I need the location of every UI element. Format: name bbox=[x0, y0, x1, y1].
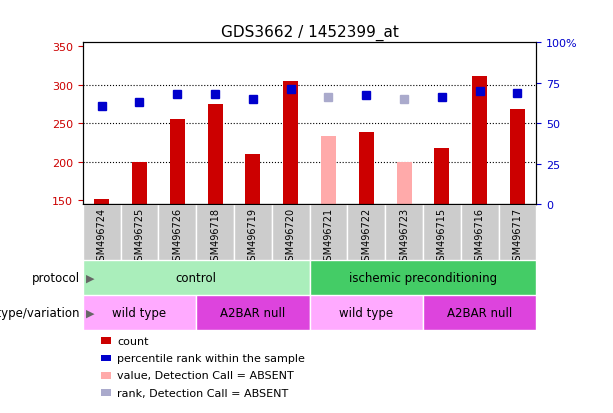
Bar bbox=[83, 295, 196, 330]
Bar bbox=[196, 295, 310, 330]
Bar bbox=[423, 204, 461, 260]
Text: GSM496716: GSM496716 bbox=[474, 207, 485, 266]
Bar bbox=[158, 204, 196, 260]
Bar bbox=[359, 133, 374, 204]
Bar bbox=[510, 110, 525, 204]
Text: GSM496724: GSM496724 bbox=[97, 207, 107, 266]
Bar bbox=[283, 82, 299, 204]
Text: GSM496721: GSM496721 bbox=[324, 207, 333, 266]
Bar bbox=[310, 260, 536, 295]
Bar bbox=[310, 295, 423, 330]
Bar bbox=[245, 154, 261, 204]
Text: GSM496719: GSM496719 bbox=[248, 207, 258, 266]
Text: genotype/variation: genotype/variation bbox=[0, 306, 80, 319]
Text: value, Detection Call = ABSENT: value, Detection Call = ABSENT bbox=[117, 370, 294, 380]
Text: ischemic preconditioning: ischemic preconditioning bbox=[349, 271, 497, 284]
Bar bbox=[170, 120, 185, 204]
Text: ▶: ▶ bbox=[86, 308, 94, 318]
Bar bbox=[83, 260, 310, 295]
Text: GSM496726: GSM496726 bbox=[172, 207, 182, 266]
Bar bbox=[196, 204, 234, 260]
Bar bbox=[461, 204, 498, 260]
Bar bbox=[132, 162, 147, 204]
Text: rank, Detection Call = ABSENT: rank, Detection Call = ABSENT bbox=[117, 388, 288, 398]
Title: GDS3662 / 1452399_at: GDS3662 / 1452399_at bbox=[221, 24, 398, 40]
Text: A2BAR null: A2BAR null bbox=[220, 306, 286, 319]
Bar bbox=[234, 204, 272, 260]
Text: ▶: ▶ bbox=[86, 273, 94, 283]
Bar bbox=[498, 204, 536, 260]
Text: protocol: protocol bbox=[31, 271, 80, 284]
Bar bbox=[321, 137, 336, 204]
Text: GSM496722: GSM496722 bbox=[361, 207, 371, 266]
Bar bbox=[83, 204, 121, 260]
Text: GSM496720: GSM496720 bbox=[286, 207, 295, 266]
Bar bbox=[272, 204, 310, 260]
Bar bbox=[434, 148, 449, 204]
Text: wild type: wild type bbox=[112, 306, 167, 319]
Text: percentile rank within the sample: percentile rank within the sample bbox=[117, 353, 305, 363]
Text: A2BAR null: A2BAR null bbox=[447, 306, 512, 319]
Bar bbox=[121, 204, 158, 260]
Bar bbox=[207, 105, 223, 204]
Bar bbox=[385, 204, 423, 260]
Bar bbox=[397, 162, 412, 204]
Bar bbox=[472, 76, 487, 204]
Text: wild type: wild type bbox=[339, 306, 394, 319]
Bar bbox=[94, 199, 109, 204]
Bar bbox=[348, 204, 385, 260]
Text: count: count bbox=[117, 336, 148, 346]
Text: GSM496718: GSM496718 bbox=[210, 207, 220, 266]
Text: control: control bbox=[176, 271, 216, 284]
Bar bbox=[310, 204, 348, 260]
Text: GSM496715: GSM496715 bbox=[437, 207, 447, 266]
Bar bbox=[423, 295, 536, 330]
Text: GSM496723: GSM496723 bbox=[399, 207, 409, 266]
Text: GSM496725: GSM496725 bbox=[134, 207, 145, 266]
Text: GSM496717: GSM496717 bbox=[512, 207, 522, 266]
